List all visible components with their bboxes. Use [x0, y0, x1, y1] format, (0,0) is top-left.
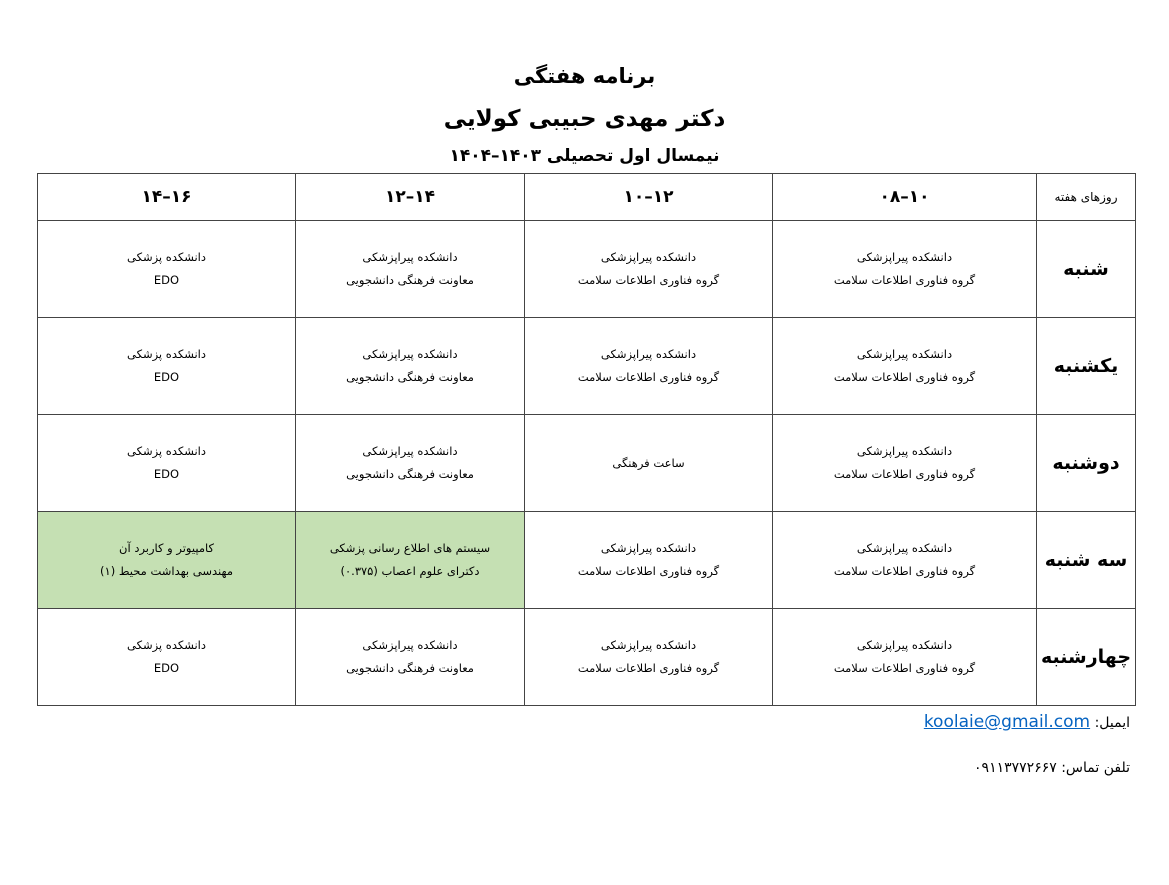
- header-row: روزهای هفته ۰۸–۱۰ ۱۰–۱۲ ۱۲–۱۴ ۱۴–۱۶: [37, 173, 1136, 221]
- column-header: ۱۰–۱۲: [524, 173, 773, 221]
- schedule-cell: ساعت فرهنگی: [524, 414, 773, 512]
- schedule-cell: دانشکده پیراپزشکی گروه فناوری اطلاعات سلا…: [772, 317, 1037, 415]
- cell-line: دانشکده پیراپزشکی: [856, 638, 953, 652]
- column-header: ۱۴–۱۶: [37, 173, 296, 221]
- page-title: برنامه هفتگی: [513, 64, 656, 88]
- cell-line: دانشکده پیراپزشکی: [600, 638, 697, 652]
- schedule-cell: دانشکده پزشکی EDO: [37, 608, 296, 706]
- cell-line: دانشکده پیراپزشکی: [856, 347, 953, 361]
- day-cell: چهارشنبه: [1036, 608, 1136, 706]
- schedule-cell: دانشکده پیراپزشکی گروه فناوری اطلاعات سلا…: [772, 511, 1037, 609]
- cell-line: دانشکده پزشکی: [127, 638, 206, 652]
- cell-line: معاونت فرهنگی دانشجویی: [346, 661, 474, 675]
- cell-line: گروه فناوری اطلاعات سلامت: [833, 370, 976, 384]
- schedule-cell: دانشکده پیراپزشکی گروه فناوری اطلاعات سلا…: [524, 608, 773, 706]
- schedule-cell: دانشکده پیراپزشکی گروه فناوری اطلاعات سلا…: [524, 317, 773, 415]
- cell-line: دانشکده پیراپزشکی: [362, 250, 458, 264]
- cell-line: گروه فناوری اطلاعات سلامت: [833, 467, 976, 481]
- weekly-schedule-table: روزهای هفته ۰۸–۱۰ ۱۰–۱۲ ۱۲–۱۴ ۱۴–۱۶ شنبه دانش…: [37, 173, 1136, 706]
- schedule-cell: دانشکده پیراپزشکی گروه فناوری اطلاعات سلا…: [772, 414, 1037, 512]
- column-header: ۱۲–۱۴: [295, 173, 525, 221]
- column-header-label: ۱۴–۱۶: [141, 187, 192, 207]
- cell-line: EDO: [153, 467, 180, 481]
- schedule-cell: دانشکده پیراپزشکی گروه فناوری اطلاعات سلا…: [524, 511, 773, 609]
- cell-line: گروه فناوری اطلاعات سلامت: [577, 661, 720, 675]
- email-link[interactable]: koolaie@gmail.com: [923, 712, 1091, 732]
- instructor-name: دکتر مهدی حبیبی کولایی: [443, 106, 726, 132]
- cell-line: گروه فناوری اطلاعات سلامت: [833, 661, 976, 675]
- cell-line: معاونت فرهنگی دانشجویی: [346, 370, 474, 384]
- cell-line: دانشکده پیراپزشکی: [856, 541, 953, 555]
- schedule-cell: سیستم های اطلاع رسانی پزشکی دکترای علوم ا…: [295, 511, 525, 609]
- day-cell: سه شنبه: [1036, 511, 1136, 609]
- cell-line: سیستم های اطلاع رسانی پزشکی: [329, 541, 491, 555]
- cell-line: ساعت فرهنگی: [612, 455, 685, 470]
- cell-line: گروه فناوری اطلاعات سلامت: [577, 564, 720, 578]
- table-row: شنبه دانشکده پیراپزشکی گروه فناوری اطلاعات…: [37, 220, 1136, 318]
- schedule-cell: دانشکده پیراپزشکی معاونت فرهنگی دانشجویی: [295, 220, 525, 318]
- phone-line: تلفن تماس: ۰۹۱۱۳۷۷۲۶۶۷: [974, 760, 1130, 776]
- cell-line: دانشکده پزشکی: [127, 347, 206, 361]
- schedule-cell: دانشکده پیراپزشکی معاونت فرهنگی دانشجویی: [295, 608, 525, 706]
- cell-line: دانشکده پیراپزشکی: [362, 638, 458, 652]
- schedule-cell: دانشکده پزشکی EDO: [37, 220, 296, 318]
- cell-line: معاونت فرهنگی دانشجویی: [346, 273, 474, 287]
- table-row: دوشنبه دانشکده پیراپزشکی گروه فناوری اطلاع…: [37, 414, 1136, 512]
- day-cell: دوشنبه: [1036, 414, 1136, 512]
- schedule-cell: دانشکده پیراپزشکی گروه فناوری اطلاعات سلا…: [772, 220, 1037, 318]
- column-header-label: ۰۸–۱۰: [879, 187, 930, 207]
- column-header: ۰۸–۱۰: [772, 173, 1037, 221]
- cell-line: دانشکده پیراپزشکی: [600, 541, 697, 555]
- cell-line: گروه فناوری اطلاعات سلامت: [577, 370, 720, 384]
- cell-line: دانشکده پزشکی: [127, 250, 206, 264]
- column-header-label: ۱۰–۱۲: [623, 187, 674, 207]
- cell-line: دانشکده پیراپزشکی: [362, 444, 458, 458]
- column-header-label: ۱۲–۱۴: [384, 187, 435, 207]
- cell-line: معاونت فرهنگی دانشجویی: [346, 467, 474, 481]
- cell-line: دکترای علوم اعصاب (۰.۳۷۵): [340, 564, 480, 578]
- cell-line: گروه فناوری اطلاعات سلامت: [833, 564, 976, 578]
- cell-line: دانشکده پزشکی: [127, 444, 206, 458]
- email-label: ایمیل:: [1094, 715, 1130, 731]
- phone-number: ۰۹۱۱۳۷۷۲۶۶۷: [974, 760, 1057, 776]
- cell-line: گروه فناوری اطلاعات سلامت: [833, 273, 976, 287]
- cell-line: دانشکده پیراپزشکی: [856, 444, 953, 458]
- schedule-cell: دانشکده پیراپزشکی معاونت فرهنگی دانشجویی: [295, 414, 525, 512]
- email-line: ایمیل: koolaie@gmail.com: [924, 712, 1130, 732]
- schedule-cell: دانشکده پیراپزشکی گروه فناوری اطلاعات سلا…: [524, 220, 773, 318]
- schedule-cell: دانشکده پزشکی EDO: [37, 317, 296, 415]
- schedule-cell: دانشکده پیراپزشکی معاونت فرهنگی دانشجویی: [295, 317, 525, 415]
- table-row: سه شنبه دانشکده پیراپزشکی گروه فناوری اطلا…: [37, 511, 1136, 609]
- cell-line: دانشکده پیراپزشکی: [362, 347, 458, 361]
- schedule-cell: کامپیوتر و کاربرد آن مهندسی بهداشت محیط (…: [37, 511, 296, 609]
- cell-line: گروه فناوری اطلاعات سلامت: [577, 273, 720, 287]
- column-header: روزهای هفته: [1036, 173, 1136, 221]
- column-header-label: روزهای هفته: [1054, 190, 1118, 204]
- cell-line: EDO: [153, 273, 180, 287]
- cell-line: EDO: [153, 370, 180, 384]
- cell-line: کامپیوتر و کاربرد آن: [119, 541, 214, 555]
- semester-label: نیمسال اول تحصیلی ۱۴۰۳–۱۴۰۴: [449, 146, 720, 166]
- phone-label: تلفن تماس:: [1061, 760, 1130, 776]
- schedule-cell: دانشکده پیراپزشکی گروه فناوری اطلاعات سلا…: [772, 608, 1037, 706]
- table-row: چهارشنبه دانشکده پیراپزشکی گروه فناوری اطل…: [37, 608, 1136, 706]
- cell-line: EDO: [153, 661, 180, 675]
- cell-line: دانشکده پیراپزشکی: [856, 250, 953, 264]
- schedule-cell: دانشکده پزشکی EDO: [37, 414, 296, 512]
- cell-line: دانشکده پیراپزشکی: [600, 347, 697, 361]
- day-cell: شنبه: [1036, 220, 1136, 318]
- cell-line: مهندسی بهداشت محیط (۱): [100, 564, 233, 578]
- table-row: یکشنبه دانشکده پیراپزشکی گروه فناوری اطلاع…: [37, 317, 1136, 415]
- day-cell: یکشنبه: [1036, 317, 1136, 415]
- cell-line: دانشکده پیراپزشکی: [600, 250, 697, 264]
